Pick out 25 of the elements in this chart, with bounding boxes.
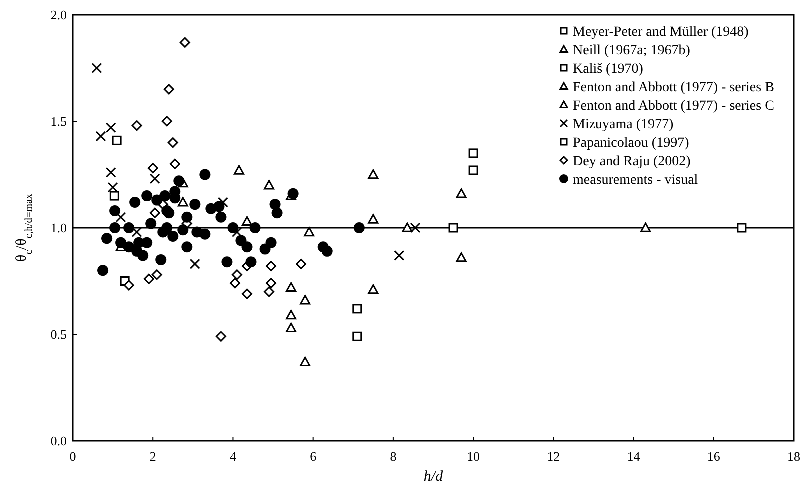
x-tick-label: 16 [707,449,721,464]
y-tick-label: 2.0 [50,8,67,22]
legend-label: Papanicolaou (1997) [573,136,690,151]
legend-label: measurements - visual [573,173,698,188]
legend-label: Neill (1967a; 1967b) [573,44,691,58]
legend-label: Fenton and Abbott (1977) - series C [573,99,774,114]
x-tick-label: 6 [310,449,318,464]
x-tick-label: 2 [150,449,156,464]
x-tick-label: 12 [547,449,560,464]
y-tick-label: 1.5 [50,114,67,129]
x-axis-title: h/d [424,469,444,485]
legend-label: Meyer-Peter and Müller (1948) [573,25,750,40]
y-tick-label: 0.0 [50,434,67,448]
y-tick-label: 1.0 [50,220,67,236]
x-tick-label: 18 [788,449,800,464]
legend-label: Fenton and Abbott (1977) - series B [573,80,774,96]
x-tick-label: 14 [627,449,641,464]
legend-label: Kališ (1970) [573,62,644,77]
legend-label: Mizuyama (1977) [573,118,674,132]
x-tick-label: 4 [230,449,237,464]
x-tick-label: 10 [467,449,480,464]
y-tick-label: 0.5 [50,327,67,342]
legend-label: Dey and Raju (2002) [573,154,692,170]
x-tick-label: 8 [390,449,397,464]
x-tick-label: 0 [70,449,76,464]
